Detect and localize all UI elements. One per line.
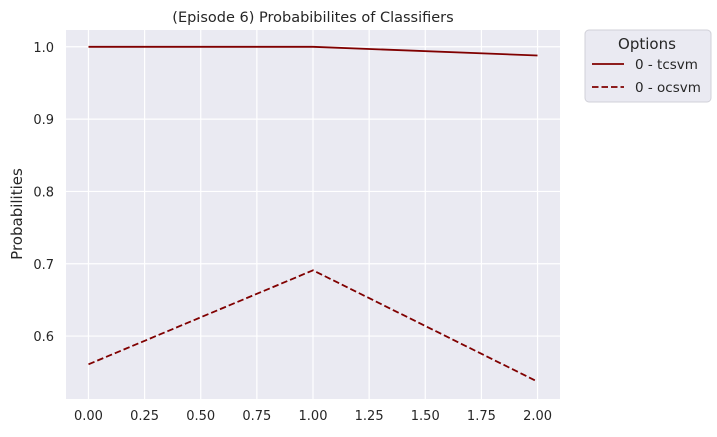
x-tick-label: 0.25 bbox=[130, 409, 159, 424]
x-tick-label: 1.75 bbox=[467, 409, 496, 424]
y-tick-label: 0.7 bbox=[33, 258, 54, 273]
x-tick-label: 0.50 bbox=[186, 409, 215, 424]
x-axis-ticks: 0.00 0.25 0.50 0.75 1.00 1.25 1.50 1.75 2.00 bbox=[74, 409, 552, 424]
legend-title: Options bbox=[618, 35, 676, 53]
x-tick-label: 0.00 bbox=[74, 409, 103, 424]
y-tick-label: 0.9 bbox=[33, 113, 54, 128]
legend-box bbox=[584, 29, 712, 103]
legend: Options 0 - tcsvm 0 - ocsvm bbox=[584, 29, 712, 103]
legend-label-ocsvm: 0 - ocsvm bbox=[635, 80, 701, 96]
y-axis-ticks: 0.6 0.7 0.8 0.9 1.0 bbox=[33, 41, 54, 345]
legend-label-tcsvm: 0 - tcsvm bbox=[635, 57, 698, 73]
series-line-1 bbox=[88, 269, 538, 383]
series-line-0 bbox=[88, 45, 538, 57]
x-tick-label: 0.75 bbox=[242, 409, 271, 424]
chart-title: (Episode 6) Probabibilites of Classifier… bbox=[172, 10, 453, 26]
x-tick-label: 1.25 bbox=[355, 409, 384, 424]
y-tick-label: 1.0 bbox=[33, 41, 54, 56]
series-layer bbox=[88, 45, 538, 383]
x-tick-label: 1.50 bbox=[411, 409, 440, 424]
y-axis-label: Probabilities bbox=[8, 168, 26, 260]
y-tick-label: 0.6 bbox=[33, 330, 54, 345]
x-tick-label: 2.00 bbox=[523, 409, 552, 424]
y-tick-label: 0.8 bbox=[33, 185, 54, 200]
x-tick-label: 1.00 bbox=[299, 409, 328, 424]
